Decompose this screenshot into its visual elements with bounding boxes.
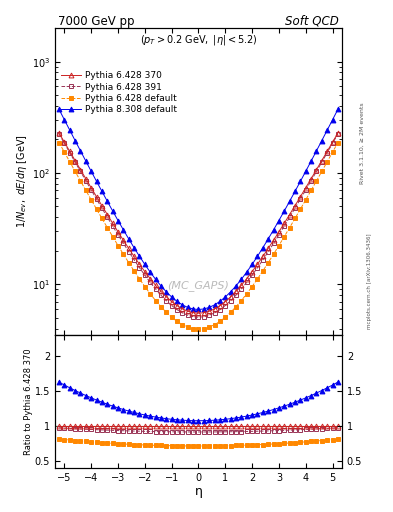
Pythia 6.428 default — [228, 309, 233, 315]
Pythia 8.308 default — [57, 106, 61, 113]
Text: Soft QCD: Soft QCD — [285, 14, 339, 28]
Line: Pythia 6.428 391: Pythia 6.428 391 — [57, 132, 340, 319]
Pythia 8.308 default — [196, 306, 201, 312]
Text: $(p_T > 0.2\ \mathrm{GeV},\ |\eta| < 5.2)$: $(p_T > 0.2\ \mathrm{GeV},\ |\eta| < 5.2… — [140, 33, 257, 47]
Pythia 8.308 default — [239, 276, 244, 282]
Pythia 6.428 370 — [336, 130, 340, 136]
Pythia 6.428 370 — [57, 130, 61, 136]
Pythia 6.428 391 — [336, 131, 340, 137]
Line: Pythia 8.308 default: Pythia 8.308 default — [57, 107, 340, 312]
Pythia 6.428 391 — [223, 303, 228, 309]
Legend: Pythia 6.428 370, Pythia 6.428 391, Pythia 6.428 default, Pythia 8.308 default: Pythia 6.428 370, Pythia 6.428 391, Pyth… — [59, 70, 178, 116]
Y-axis label: Ratio to Pythia 6.428 370: Ratio to Pythia 6.428 370 — [24, 349, 33, 455]
Pythia 6.428 370 — [196, 310, 201, 316]
Pythia 6.428 370 — [277, 229, 281, 235]
Line: Pythia 6.428 370: Pythia 6.428 370 — [57, 131, 340, 315]
Pythia 6.428 default — [239, 297, 244, 304]
X-axis label: η: η — [195, 485, 202, 498]
Text: 7000 GeV pp: 7000 GeV pp — [58, 14, 134, 28]
Pythia 6.428 default — [132, 268, 136, 274]
Pythia 6.428 391 — [277, 232, 281, 238]
Pythia 6.428 370 — [309, 176, 314, 182]
Pythia 6.428 391 — [132, 257, 136, 263]
Pythia 6.428 391 — [239, 286, 244, 292]
Pythia 8.308 default — [228, 289, 233, 295]
Pythia 6.428 391 — [57, 131, 61, 137]
Pythia 6.428 default — [277, 243, 281, 249]
Pythia 8.308 default — [336, 106, 340, 113]
Pythia 6.428 370 — [239, 282, 244, 288]
Pythia 8.308 default — [223, 294, 228, 300]
Text: mcplots.cern.ch [arXiv:1306.3436]: mcplots.cern.ch [arXiv:1306.3436] — [367, 234, 373, 329]
Line: Pythia 6.428 default: Pythia 6.428 default — [57, 140, 340, 331]
Pythia 6.428 default — [309, 187, 314, 194]
Pythia 8.308 default — [277, 218, 281, 224]
Text: (MC_GAPS): (MC_GAPS) — [167, 281, 230, 291]
Pythia 6.428 391 — [196, 314, 201, 321]
Pythia 6.428 default — [57, 139, 61, 145]
Text: Rivet 3.1.10, ≥ 2M events: Rivet 3.1.10, ≥ 2M events — [360, 102, 365, 184]
Pythia 6.428 default — [196, 326, 201, 332]
Pythia 6.428 370 — [228, 294, 233, 300]
Pythia 6.428 370 — [223, 298, 228, 305]
Pythia 6.428 391 — [228, 297, 233, 304]
Pythia 6.428 370 — [132, 253, 136, 260]
Pythia 8.308 default — [132, 245, 136, 251]
Pythia 6.428 391 — [309, 178, 314, 184]
Pythia 8.308 default — [309, 158, 314, 164]
Pythia 6.428 default — [223, 314, 228, 321]
Y-axis label: $1/N_{ev},\ dE/d\eta\ \mathrm{[GeV]}$: $1/N_{ev},\ dE/d\eta\ \mathrm{[GeV]}$ — [15, 135, 29, 228]
Pythia 6.428 default — [336, 139, 340, 145]
